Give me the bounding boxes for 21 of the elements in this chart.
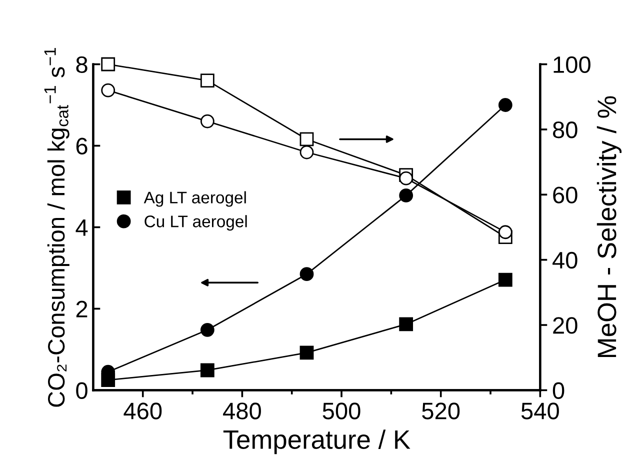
- legend-label: Cu LT aerogel: [144, 215, 247, 231]
- y-tick-label: 6: [76, 138, 88, 155]
- y-tick-label: 8: [76, 56, 88, 74]
- y2-tick-label: 40: [552, 252, 578, 269]
- y2-tick-label: 20: [553, 317, 578, 334]
- x-axis-title: Temperature / K: [223, 430, 410, 454]
- x-tick-label: 460: [124, 402, 162, 420]
- legend-label: Ag LT aerogel: [144, 191, 246, 207]
- y2-tick-label: 100: [554, 56, 590, 74]
- y2-axis-title: MeOH - Selectivity / %: [596, 96, 622, 358]
- x-tick-label: 480: [223, 402, 261, 420]
- y2-tick-label: 0: [552, 382, 564, 399]
- y-tick-label: 2: [76, 300, 88, 318]
- x-tick-label: 500: [322, 402, 360, 420]
- y2-tick-label: 80: [553, 122, 578, 138]
- y-tick-label: 4: [76, 220, 88, 236]
- x-tick-label: 520: [422, 402, 460, 420]
- y2-tick-label: 60: [553, 186, 578, 204]
- y-axis-title: CO₂-Consumption / mol kg$_{cat}$$^{−1}$ s$^{−1}$: [44, 48, 70, 407]
- y-tick-label: 0: [76, 382, 88, 399]
- x-tick-label: 540: [521, 402, 559, 420]
